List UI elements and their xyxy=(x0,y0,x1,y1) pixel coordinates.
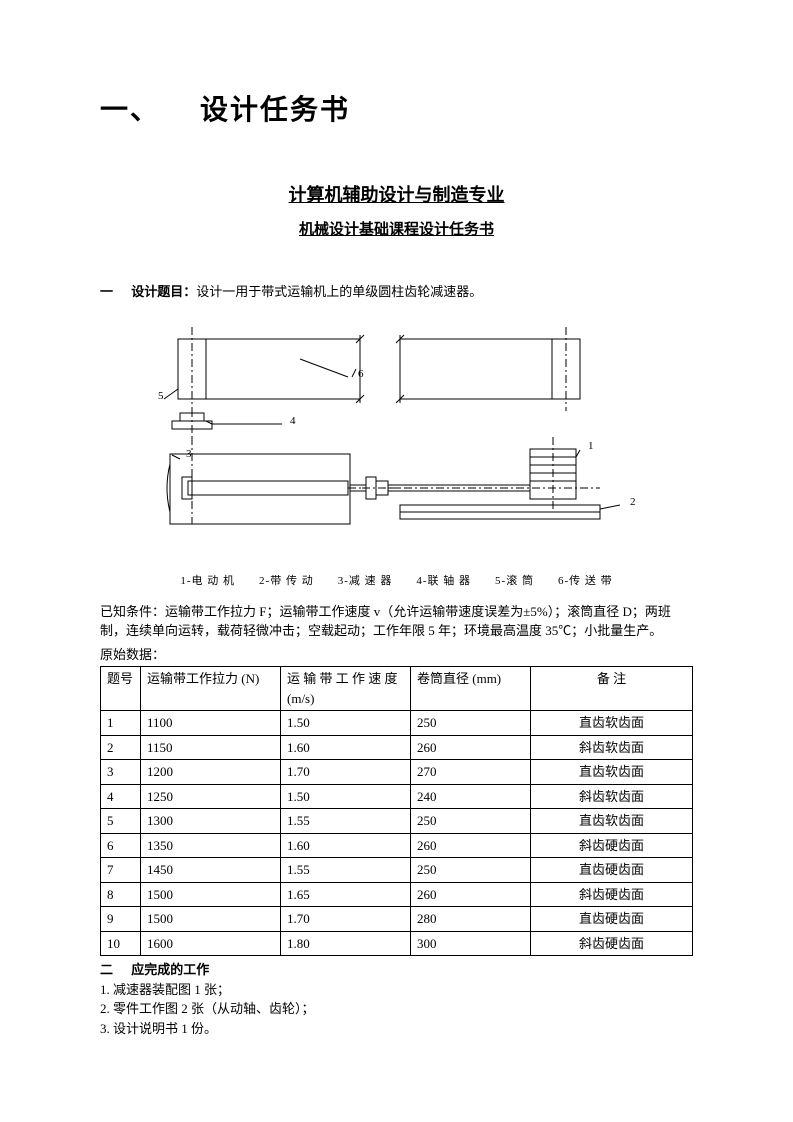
table-row: 915001.70280直齿硬齿面 xyxy=(101,907,693,932)
table-cell: 1450 xyxy=(141,858,281,883)
table-cell: 260 xyxy=(411,882,531,907)
table-cell: 250 xyxy=(411,809,531,834)
data-table: 题号运输带工作拉力 (N)运 输 带 工 作 速 度 (m/s)卷筒直径 (mm… xyxy=(100,666,693,956)
table-cell: 1.55 xyxy=(281,858,411,883)
legend-item: 3-减 速 器 xyxy=(338,575,393,587)
table-cell: 3 xyxy=(101,760,141,785)
svg-text:6: 6 xyxy=(358,368,364,380)
table-cell: 250 xyxy=(411,858,531,883)
svg-text:1: 1 xyxy=(588,440,594,452)
table-cell: 6 xyxy=(101,833,141,858)
heading-title: 设计任务书 xyxy=(200,95,350,126)
subtitle-major: 计算机辅助设计与制造专业 xyxy=(100,182,693,209)
table-row: 211501.60260斜齿软齿面 xyxy=(101,735,693,760)
table-cell: 直齿软齿面 xyxy=(531,809,693,834)
original-data-label: 原始数据： xyxy=(100,645,693,665)
svg-text:4: 4 xyxy=(290,415,296,427)
task-item: 3. 设计说明书 1 份。 xyxy=(100,1019,693,1039)
table-cell: 9 xyxy=(101,907,141,932)
table-row: 1016001.80300斜齿硬齿面 xyxy=(101,931,693,956)
table-cell: 1600 xyxy=(141,931,281,956)
table-cell: 250 xyxy=(411,711,531,736)
table-cell: 10 xyxy=(101,931,141,956)
table-cell: 直齿软齿面 xyxy=(531,760,693,785)
table-cell: 8 xyxy=(101,882,141,907)
table-cell: 240 xyxy=(411,784,531,809)
table-cell: 1300 xyxy=(141,809,281,834)
table-cell: 1500 xyxy=(141,882,281,907)
table-cell: 5 xyxy=(101,809,141,834)
table-cell: 直齿硬齿面 xyxy=(531,858,693,883)
legend-item: 2-带 传 动 xyxy=(259,575,314,587)
table-row: 111001.50250直齿软齿面 xyxy=(101,711,693,736)
table-row: 312001.70270直齿软齿面 xyxy=(101,760,693,785)
table-cell: 1.60 xyxy=(281,735,411,760)
table-row: 815001.65260斜齿硬齿面 xyxy=(101,882,693,907)
table-cell: 1100 xyxy=(141,711,281,736)
legend-item: 4-联 轴 器 xyxy=(416,575,471,587)
table-cell: 2 xyxy=(101,735,141,760)
table-cell: 斜齿硬齿面 xyxy=(531,882,693,907)
svg-text:5: 5 xyxy=(158,390,164,402)
table-cell: 斜齿软齿面 xyxy=(531,784,693,809)
table-header: 运输带工作拉力 (N) xyxy=(141,667,281,711)
table-cell: 1150 xyxy=(141,735,281,760)
task-list: 1. 减速器装配图 1 张；2. 零件工作图 2 张（从动轴、齿轮）；3. 设计… xyxy=(100,980,693,1039)
section-1-line: 一 设计题目：设计一用于带式运输机上的单级圆柱齿轮减速器。 xyxy=(100,282,693,302)
table-cell: 1.70 xyxy=(281,760,411,785)
table-cell: 1200 xyxy=(141,760,281,785)
table-cell: 260 xyxy=(411,735,531,760)
table-cell: 1350 xyxy=(141,833,281,858)
table-cell: 直齿软齿面 xyxy=(531,711,693,736)
table-header: 题号 xyxy=(101,667,141,711)
table-cell: 300 xyxy=(411,931,531,956)
table-cell: 1.55 xyxy=(281,809,411,834)
known-conditions: 已知条件：运输带工作拉力 F；运输带工作速度 v（允许运输带速度误差为±5%）；… xyxy=(100,602,693,641)
legend-item: 5-滚 筒 xyxy=(495,575,534,587)
diagram-legend: 1-电 动 机 2-带 传 动 3-减 速 器 4-联 轴 器 5-滚 筒 6-传 送 带 xyxy=(100,573,693,590)
table-cell: 斜齿软齿面 xyxy=(531,735,693,760)
table-header: 运 输 带 工 作 速 度 (m/s) xyxy=(281,667,411,711)
heading-number: 一、 xyxy=(100,95,160,126)
table-cell: 1500 xyxy=(141,907,281,932)
legend-item: 1-电 动 机 xyxy=(180,575,235,587)
task-item: 2. 零件工作图 2 张（从动轴、齿轮）； xyxy=(100,999,693,1019)
table-cell: 斜齿硬齿面 xyxy=(531,931,693,956)
section-2-line: 二 应完成的工作 xyxy=(100,960,693,980)
table-header: 卷筒直径 (mm) xyxy=(411,667,531,711)
table-cell: 斜齿硬齿面 xyxy=(531,833,693,858)
table-row: 513001.55250直齿软齿面 xyxy=(101,809,693,834)
table-cell: 1.60 xyxy=(281,833,411,858)
main-heading: 一、 设计任务书 xyxy=(100,90,693,132)
table-cell: 1.50 xyxy=(281,711,411,736)
table-cell: 1 xyxy=(101,711,141,736)
table-cell: 1.65 xyxy=(281,882,411,907)
legend-item: 6-传 送 带 xyxy=(558,575,613,587)
mechanical-diagram: 1 2 3 4 5 6 xyxy=(100,309,693,569)
table-header: 备 注 xyxy=(531,667,693,711)
table-cell: 280 xyxy=(411,907,531,932)
table-cell: 1.70 xyxy=(281,907,411,932)
table-cell: 1.50 xyxy=(281,784,411,809)
section-1-label: 设计题目： xyxy=(131,284,196,299)
table-cell: 直齿硬齿面 xyxy=(531,907,693,932)
svg-text:3: 3 xyxy=(186,448,192,460)
section-1-num: 一 xyxy=(100,282,128,302)
table-row: 613501.60260斜齿硬齿面 xyxy=(101,833,693,858)
table-cell: 7 xyxy=(101,858,141,883)
table-row: 714501.55250直齿硬齿面 xyxy=(101,858,693,883)
table-cell: 1250 xyxy=(141,784,281,809)
subtitle-course: 机械设计基础课程设计任务书 xyxy=(100,219,693,242)
section-1-text: 设计一用于带式运输机上的单级圆柱齿轮减速器。 xyxy=(196,284,482,299)
svg-text:2: 2 xyxy=(630,496,636,508)
table-cell: 260 xyxy=(411,833,531,858)
table-cell: 1.80 xyxy=(281,931,411,956)
table-cell: 270 xyxy=(411,760,531,785)
table-row: 412501.50240斜齿软齿面 xyxy=(101,784,693,809)
section-2-label: 应完成的工作 xyxy=(131,962,209,977)
task-item: 1. 减速器装配图 1 张； xyxy=(100,980,693,1000)
section-2-num: 二 xyxy=(100,960,128,980)
table-cell: 4 xyxy=(101,784,141,809)
